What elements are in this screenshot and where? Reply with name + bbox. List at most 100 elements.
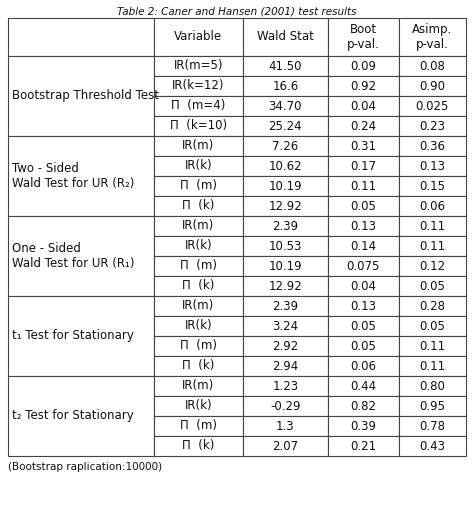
- Text: Π  (k=10): Π (k=10): [170, 120, 227, 132]
- Text: 3.24: 3.24: [272, 319, 298, 333]
- Bar: [154, 416, 243, 436]
- Text: 10.62: 10.62: [268, 160, 302, 172]
- Text: Π  (m): Π (m): [180, 179, 217, 193]
- Bar: [399, 116, 466, 136]
- Bar: [328, 276, 399, 296]
- Bar: [154, 436, 243, 456]
- Bar: [328, 296, 399, 316]
- Text: Π  (k): Π (k): [182, 199, 215, 212]
- Text: Wald Stat: Wald Stat: [257, 30, 314, 44]
- Bar: [328, 416, 399, 436]
- Bar: [243, 356, 328, 376]
- Bar: [8, 376, 154, 456]
- Text: IR(m): IR(m): [182, 220, 214, 233]
- Bar: [243, 436, 328, 456]
- Text: 0.95: 0.95: [419, 400, 446, 413]
- Text: 2.39: 2.39: [272, 300, 298, 312]
- Bar: [399, 436, 466, 456]
- Bar: [8, 136, 154, 216]
- Text: IR(m=5): IR(m=5): [173, 59, 223, 73]
- Bar: [399, 136, 466, 156]
- Text: 0.13: 0.13: [350, 300, 376, 312]
- Bar: [243, 396, 328, 416]
- Bar: [328, 376, 399, 396]
- Bar: [399, 76, 466, 96]
- Text: 7.26: 7.26: [272, 139, 299, 153]
- Text: 1.23: 1.23: [272, 380, 298, 392]
- Text: Π  (k): Π (k): [182, 279, 215, 293]
- Text: 0.11: 0.11: [419, 239, 446, 252]
- Text: 34.70: 34.70: [269, 99, 302, 113]
- Bar: [399, 156, 466, 176]
- Text: 0.025: 0.025: [416, 99, 449, 113]
- Text: 0.06: 0.06: [419, 199, 446, 212]
- Bar: [399, 336, 466, 356]
- Bar: [328, 56, 399, 76]
- Bar: [399, 316, 466, 336]
- Bar: [154, 376, 243, 396]
- Text: (Bootstrap raplication:10000): (Bootstrap raplication:10000): [8, 462, 162, 472]
- Text: 41.50: 41.50: [269, 59, 302, 73]
- Text: 10.53: 10.53: [269, 239, 302, 252]
- Bar: [243, 376, 328, 396]
- Text: 0.23: 0.23: [419, 120, 446, 132]
- Text: t₂ Test for Stationary: t₂ Test for Stationary: [12, 410, 134, 422]
- Bar: [399, 356, 466, 376]
- Text: 0.90: 0.90: [419, 80, 446, 92]
- Text: 0.15: 0.15: [419, 179, 446, 193]
- Text: Bootstrap Threshold Test: Bootstrap Threshold Test: [12, 90, 159, 102]
- Bar: [399, 56, 466, 76]
- Bar: [154, 336, 243, 356]
- Text: 0.05: 0.05: [419, 279, 445, 293]
- Bar: [243, 156, 328, 176]
- Bar: [328, 18, 399, 56]
- Text: 0.17: 0.17: [350, 160, 376, 172]
- Bar: [154, 56, 243, 76]
- Text: 2.39: 2.39: [272, 220, 298, 233]
- Text: 0.04: 0.04: [350, 279, 376, 293]
- Text: 0.28: 0.28: [419, 300, 446, 312]
- Text: Π  (m): Π (m): [180, 260, 217, 272]
- Bar: [328, 316, 399, 336]
- Bar: [154, 236, 243, 256]
- Text: 1.3: 1.3: [276, 419, 295, 432]
- Bar: [243, 276, 328, 296]
- Bar: [328, 336, 399, 356]
- Text: 12.92: 12.92: [268, 199, 302, 212]
- Bar: [8, 18, 154, 56]
- Bar: [243, 296, 328, 316]
- Bar: [154, 116, 243, 136]
- Bar: [399, 256, 466, 276]
- Text: 0.11: 0.11: [350, 179, 376, 193]
- Bar: [154, 76, 243, 96]
- Text: 0.05: 0.05: [350, 319, 376, 333]
- Bar: [243, 96, 328, 116]
- Text: Table 2: Caner and Hansen (2001) test results: Table 2: Caner and Hansen (2001) test re…: [117, 7, 357, 17]
- Text: 0.14: 0.14: [350, 239, 376, 252]
- Text: 0.44: 0.44: [350, 380, 376, 392]
- Bar: [8, 296, 154, 376]
- Bar: [243, 18, 328, 56]
- Text: 0.24: 0.24: [350, 120, 376, 132]
- Bar: [399, 416, 466, 436]
- Bar: [328, 436, 399, 456]
- Text: t₁ Test for Stationary: t₁ Test for Stationary: [12, 330, 134, 343]
- Text: 0.82: 0.82: [350, 400, 376, 413]
- Text: 12.92: 12.92: [268, 279, 302, 293]
- Bar: [243, 76, 328, 96]
- Bar: [399, 176, 466, 196]
- Bar: [154, 176, 243, 196]
- Text: 0.12: 0.12: [419, 260, 446, 272]
- Bar: [399, 196, 466, 216]
- Bar: [243, 336, 328, 356]
- Bar: [243, 316, 328, 336]
- Text: 10.19: 10.19: [268, 260, 302, 272]
- Text: 0.11: 0.11: [419, 340, 446, 352]
- Bar: [154, 18, 243, 56]
- Bar: [243, 216, 328, 236]
- Text: 0.04: 0.04: [350, 99, 376, 113]
- Text: -0.29: -0.29: [270, 400, 301, 413]
- Text: Variable: Variable: [174, 30, 222, 44]
- Bar: [154, 196, 243, 216]
- Bar: [154, 256, 243, 276]
